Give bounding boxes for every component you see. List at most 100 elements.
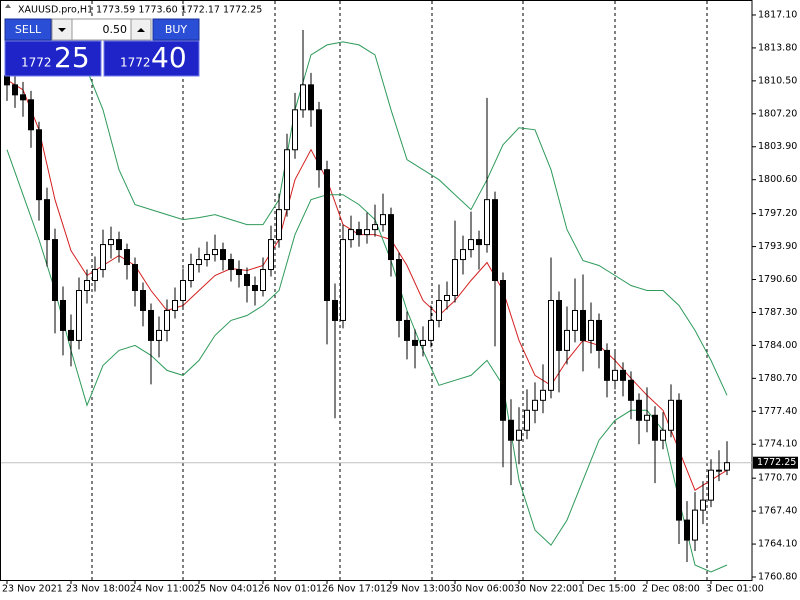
y-tick-label: 1800.60: [758, 174, 797, 185]
x-tick-label: 23 Nov 18:00: [66, 584, 130, 595]
candle-body: [76, 289, 82, 341]
y-tick-label: 1784.00: [758, 340, 797, 351]
candle-body: [220, 249, 226, 261]
candle-body: [500, 280, 506, 421]
indicator-line: [6, 19, 728, 396]
candle-body: [324, 169, 330, 301]
current-price-label: 1772.25: [757, 457, 796, 468]
candle-body: [580, 309, 586, 341]
candle-body: [516, 429, 522, 441]
candle-body: [52, 239, 58, 301]
candle-body: [228, 259, 234, 271]
candle-body: [68, 329, 74, 341]
candle-body: [460, 249, 466, 261]
y-tick-label: 1777.40: [758, 406, 797, 417]
indicator-line: [6, 149, 728, 573]
buy-button[interactable]: [152, 18, 200, 41]
candle-body: [364, 229, 370, 236]
candle-body: [388, 214, 394, 261]
candle-body: [684, 519, 690, 541]
x-tick-label: 26 Nov 17:01: [322, 584, 386, 595]
x-tick-label: 23 Nov 2021: [2, 584, 63, 595]
candle-body: [340, 239, 346, 321]
candle-body: [612, 369, 618, 381]
candle-body: [484, 199, 490, 246]
y-tick-label: 1793.90: [758, 241, 797, 252]
candle-body: [148, 309, 154, 341]
candle-body: [556, 299, 562, 351]
candle-body: [412, 339, 418, 346]
candle-body: [508, 419, 514, 441]
x-tick-label: 30 Nov 22:00: [514, 584, 578, 595]
candle-body: [372, 224, 378, 231]
ask-box[interactable]: [103, 40, 200, 77]
candle-body: [100, 244, 106, 271]
candle-body: [124, 249, 130, 266]
candle-body: [708, 469, 714, 501]
candle-body: [4, 75, 10, 86]
candle-body: [92, 269, 98, 282]
candle-body: [268, 239, 274, 271]
x-tick-label: 2 Dec 08:00: [642, 584, 700, 595]
candle-body: [396, 259, 402, 321]
sell-button[interactable]: [4, 18, 52, 41]
candle-body: [540, 389, 546, 401]
y-tick-label: 1774.10: [758, 439, 797, 450]
candle-body: [476, 239, 482, 246]
candle-body: [180, 280, 186, 301]
arrow-down: [58, 28, 66, 32]
candle-body: [316, 109, 322, 171]
candle-body: [444, 294, 450, 301]
candle-body: [588, 319, 594, 341]
candle-body: [572, 309, 578, 331]
candle-body: [628, 379, 634, 401]
candle-body: [196, 259, 202, 266]
candle-body: [332, 299, 338, 321]
candle-body: [292, 109, 298, 151]
chart-title: XAUUSD.pro,H1 1773.59 1773.60 1772.17 17…: [18, 5, 262, 16]
candle-body: [724, 462, 730, 471]
buy-label: BUY: [165, 23, 188, 36]
y-tick-label: 1764.10: [758, 539, 797, 550]
y-tick-label: 1807.20: [758, 108, 797, 119]
candle-body: [356, 229, 362, 236]
candle-body: [596, 319, 602, 351]
candle-body: [620, 369, 626, 381]
candle-body: [420, 339, 426, 346]
y-tick-label: 1813.80: [758, 42, 797, 53]
x-tick-label: 3 Dec 01:00: [706, 584, 764, 595]
candle-body: [676, 399, 682, 521]
candle-body: [204, 254, 210, 261]
candle-body: [132, 264, 138, 291]
candle-body: [524, 409, 530, 431]
candle-body: [636, 399, 642, 421]
sell-label: SELL: [15, 23, 42, 36]
candle-body: [700, 499, 706, 511]
candle-body: [532, 399, 538, 411]
candle-body: [300, 84, 306, 111]
candle-body: [84, 280, 90, 291]
x-tick-label: 25 Nov 04:01: [194, 584, 258, 595]
x-tick-label: 29 Nov 13:00: [386, 584, 450, 595]
candle-body: [44, 199, 50, 241]
candle-body: [244, 274, 250, 287]
candle-body: [380, 214, 386, 226]
bid-prefix: 1772: [21, 56, 52, 70]
y-tick-label: 1787.30: [758, 307, 797, 318]
y-tick-label: 1760.80: [758, 572, 797, 583]
candle-body: [452, 259, 458, 296]
y-tick-label: 1790.60: [758, 274, 797, 285]
bid-box[interactable]: [4, 40, 102, 77]
candle-body: [564, 329, 570, 351]
current-price-tag: [753, 456, 798, 469]
candle-body: [652, 414, 658, 441]
x-tick-label: 1 Dec 15:00: [578, 584, 636, 595]
candle-body: [548, 299, 554, 391]
candle-body: [36, 129, 42, 201]
candle-body: [12, 84, 18, 96]
candle-body: [252, 285, 258, 291]
day-separators: [91, 1, 708, 580]
symbol-icon: [5, 4, 11, 8]
y-tick-label: 1810.50: [758, 75, 797, 86]
